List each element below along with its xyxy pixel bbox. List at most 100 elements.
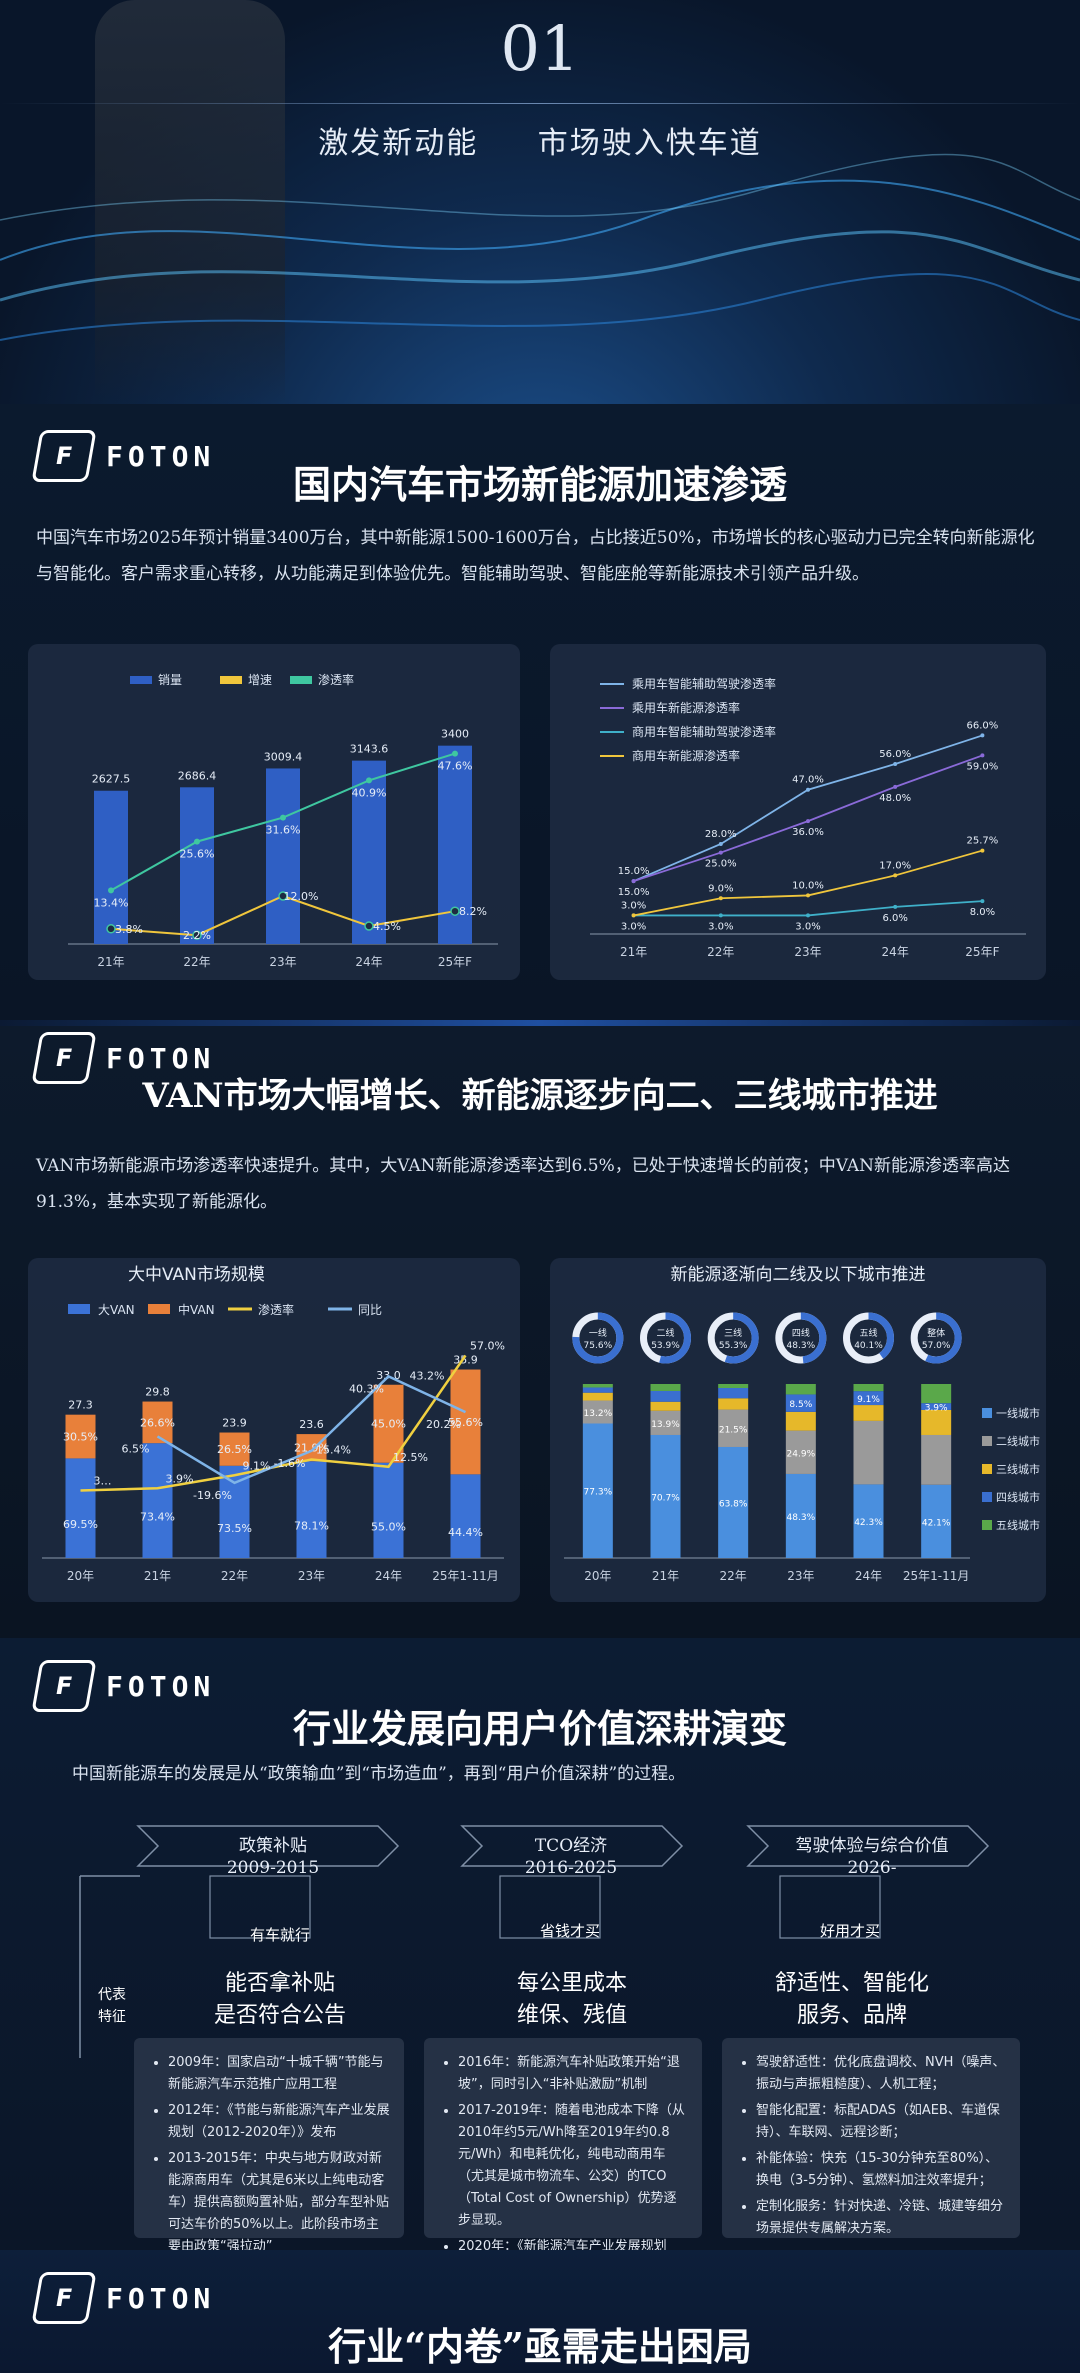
legend-label: 渗透率 — [258, 1302, 294, 1317]
series-label: 10.0% — [792, 880, 824, 891]
stack-segment — [582, 1423, 613, 1558]
cover-slide: 01 激发新动能 市场驶入快车道 — [0, 0, 1080, 404]
light-streaks — [0, 153, 1080, 341]
stage-3-focus-line2: 服务、品牌 — [796, 2003, 907, 2028]
donut-label: 四线 — [792, 1327, 810, 1339]
cover-subtitle: 激发新动能 市场驶入快车道 — [0, 118, 1080, 162]
bar-mid-van — [65, 1414, 96, 1459]
slide-title: 行业“内卷”亟需走出困局 — [328, 2324, 752, 2369]
chart-panel-penetration: 乘用车智能辅助驾驶渗透率 乘用车新能源渗透率 商用车智能辅助驾驶渗透率 商用车新能源渗… — [550, 644, 1046, 980]
series-label: 66.0% — [967, 720, 999, 731]
yoy-label: -1.6% — [274, 1457, 306, 1470]
bar-big-van — [142, 1443, 173, 1558]
bar-big-van — [296, 1461, 327, 1558]
series-point — [893, 784, 898, 789]
penetration-label: 3… — [94, 1475, 112, 1488]
legend-label: 四线城市 — [996, 1490, 1040, 1504]
x-tick-label: 24年 — [855, 1569, 882, 1583]
series-label: 47.0% — [792, 775, 824, 786]
list-item: 2013-2015年：中央与地方财政对新能源商用车（尤其是6米以上纯电动客车）提… — [168, 2148, 390, 2250]
donut-arc — [640, 1312, 691, 1364]
stage-3-card: 驾驶舒适性：优化底盘调校、NVH（噪声、振动与声振粗糙度）、人机工程； 智能化配… — [722, 2038, 1020, 2238]
series-label: 56.0% — [879, 749, 911, 760]
foton-logo: F FOTON — [31, 1032, 215, 1084]
yoy-label: 20.2% — [426, 1418, 461, 1431]
stack-segment — [718, 1398, 749, 1410]
growth-point — [278, 891, 288, 901]
penetration-point — [194, 838, 200, 845]
bar-value-label: 3009.4 — [264, 750, 303, 763]
bar-big-van — [65, 1458, 96, 1558]
big-share-label: 78.1% — [294, 1520, 329, 1533]
stack-segment — [582, 1387, 613, 1393]
growth-point — [450, 906, 460, 916]
user-value-slide: F FOTON 行业发展向用户价值深耕演变 中国新能源车的发展是从“政策输血”到… — [0, 1638, 1080, 2250]
donut-value: 57.0% — [922, 1341, 951, 1351]
series-point — [893, 873, 898, 878]
series-label: 25.7% — [967, 836, 999, 847]
penetration-label: 25.6% — [180, 848, 215, 861]
legend-label: 商用车新能源渗透率 — [632, 748, 740, 763]
list-item: 智能化配置：标配ADAS（如AEB、车道保持）、车联网、远程诊断； — [756, 2100, 1006, 2144]
stage-2-tag: 省钱才买 — [539, 1922, 600, 1940]
legend-swatch — [982, 1492, 992, 1502]
stack-segment — [921, 1484, 952, 1558]
series-label: 3.0% — [708, 921, 733, 932]
section-number: 01 — [500, 12, 580, 85]
stage-1-focus: 能否拿补贴 是否符合公告 — [150, 1968, 410, 2032]
stack-segment — [650, 1410, 681, 1435]
chart-panel-sales: 销量 增速 渗透率 2627.5 21年 2686.4 22年 3009.4 23年 3143.6… — [28, 644, 520, 980]
bar-big-van — [373, 1462, 404, 1558]
stack-segment — [853, 1405, 884, 1421]
bar-big-van — [450, 1474, 481, 1558]
series-point — [893, 904, 898, 909]
slide-paragraph: 中国汽车市场2025年预计销量3400万台，其中新能源1500-1600万台，占… — [36, 528, 1035, 584]
series-point — [631, 879, 636, 884]
donut-arc — [843, 1312, 894, 1364]
series-point — [631, 913, 636, 918]
bar-value-label: 3143.6 — [350, 743, 389, 756]
segment-label: 3.9% — [925, 1404, 948, 1414]
extra-value-label: 43.2% — [410, 1370, 445, 1383]
penetration-label: 13.4% — [94, 896, 129, 909]
bar-value-label: 3400 — [441, 728, 469, 741]
legend-swatch — [130, 676, 152, 684]
series-point — [718, 896, 723, 901]
segment-label: 48.3% — [787, 1513, 816, 1523]
big-share-label: 73.4% — [140, 1511, 175, 1524]
series-point — [718, 913, 723, 918]
penetration-point — [280, 814, 286, 821]
bar-total-label: 35.9 — [453, 1354, 478, 1367]
x-tick-label: 23年 — [298, 1569, 325, 1583]
penetration-lines-chart: 乘用车智能辅助驾驶渗透率乘用车新能源渗透率商用车智能辅助驾驶渗透率商用车新能源渗… — [590, 676, 1026, 959]
series-label: 36.0% — [792, 827, 824, 838]
legend-label: 渗透率 — [318, 672, 354, 687]
timeline-arrows — [79, 1825, 990, 2058]
stage-2-focus-line2: 维保、残值 — [516, 2003, 627, 2028]
segment-label: 13.9% — [651, 1420, 680, 1430]
subtitle-part-2: 市场驶入快车道 — [537, 126, 762, 161]
series-label: 15.0% — [618, 887, 650, 898]
slide-title: VAN市场大幅增长、新能源逐步向二、三线城市推进 — [142, 1076, 938, 1116]
segment-label: 8.5% — [789, 1400, 812, 1410]
donut-value: 55.3% — [719, 1341, 748, 1351]
stack-segment — [921, 1409, 952, 1435]
big-share-label: 55.0% — [371, 1520, 406, 1533]
x-tick-label: 23年 — [794, 945, 821, 959]
legend-label: 一线城市 — [996, 1406, 1040, 1420]
slide-paragraph: VAN市场新能源市场渗透率快速提升。其中，大VAN新能源渗透率达到6.5%，已处… — [36, 1156, 1011, 1212]
x-tick-label: 25年1-11月 — [903, 1569, 970, 1583]
penetration-label: 3.9% — [166, 1472, 194, 1485]
penetration-label: 31.6% — [266, 824, 301, 837]
foton-logo: F FOTON — [31, 2272, 215, 2324]
bar-mid-van — [219, 1432, 250, 1466]
mid-share-label: 45.0% — [371, 1418, 406, 1431]
bar — [352, 760, 386, 944]
x-tick-label: 22年 — [183, 955, 210, 969]
x-tick-label: 23年 — [269, 955, 296, 969]
series-label: 3.0% — [621, 900, 646, 911]
segment-label: 13.2% — [584, 1409, 613, 1419]
segment-label: 77.3% — [584, 1488, 613, 1498]
mid-share-label: 55.6% — [448, 1416, 483, 1429]
